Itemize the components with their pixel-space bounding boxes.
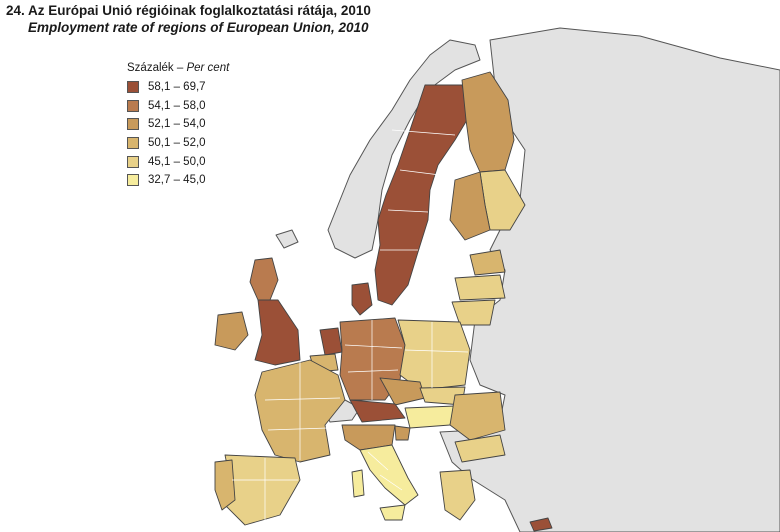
region-slovenia xyxy=(394,425,411,441)
region-bulgaria xyxy=(454,434,506,463)
region-sardinia xyxy=(351,469,365,498)
legend-title-hu: Százalék – xyxy=(127,62,187,74)
region-netherlands xyxy=(319,327,343,356)
legend-title-en: Per cent xyxy=(186,62,230,74)
legend-item: 58,1 – 69,7 xyxy=(127,78,229,97)
legend-label: 52,1 – 54,0 xyxy=(148,118,206,131)
legend-item: 52,1 – 54,0 xyxy=(127,115,229,134)
regional-borders-poland xyxy=(404,322,469,388)
region-sicily xyxy=(379,504,406,521)
region-denmark xyxy=(351,282,373,316)
legend-swatch xyxy=(127,155,139,168)
legend-swatch xyxy=(127,81,139,94)
legend-label: 58,1 – 69,7 xyxy=(148,81,206,94)
legend-label: 32,7 – 45,0 xyxy=(148,174,206,187)
legend-swatch xyxy=(127,118,139,131)
legend-label: 54,1 – 58,0 xyxy=(148,99,206,112)
legend-title: Százalék – Per cent xyxy=(127,62,229,74)
title-block: 24. Az Európai Unió régióinak foglalkozt… xyxy=(6,2,371,36)
region-romania xyxy=(449,391,506,441)
legend-label: 50,1 – 52,0 xyxy=(148,137,206,150)
regional-borders-france xyxy=(264,362,341,460)
region-hungary xyxy=(404,405,456,429)
legend-item: 32,7 – 45,0 xyxy=(127,171,229,190)
map-title: 24. Az Európai Unió régióinak foglalkozt… xyxy=(6,3,371,18)
region-spain xyxy=(224,454,301,526)
regional-borders-sweden xyxy=(380,129,456,251)
region-italy-south xyxy=(359,444,419,506)
legend-swatch xyxy=(127,99,139,112)
legend-label: 45,1 – 50,0 xyxy=(148,155,206,168)
region-uk-england xyxy=(254,299,301,366)
legend-item: 54,1 – 58,0 xyxy=(127,97,229,116)
regional-borders-germany xyxy=(344,320,403,400)
region-uk-scotland xyxy=(249,257,279,301)
non-eu-iceland xyxy=(275,229,299,249)
region-greece xyxy=(439,469,476,521)
legend-swatch xyxy=(127,137,139,150)
regional-borders-italy xyxy=(367,451,403,491)
regional-borders-spain xyxy=(232,458,298,522)
legend-swatch xyxy=(127,174,139,187)
legend-item: 45,1 – 50,0 xyxy=(127,152,229,171)
region-cyprus xyxy=(529,517,553,532)
region-finland-west xyxy=(449,171,491,241)
region-ireland xyxy=(214,311,249,351)
legend-item: 50,1 – 52,0 xyxy=(127,134,229,153)
map-subtitle: Employment rate of regions of European U… xyxy=(28,20,369,35)
region-estonia xyxy=(469,249,506,276)
region-poland xyxy=(397,319,471,391)
region-lithuania xyxy=(451,299,496,326)
region-austria xyxy=(349,399,406,423)
legend: Százalék – Per cent 58,1 – 69,7 54,1 – 5… xyxy=(127,62,229,190)
region-latvia xyxy=(454,274,506,301)
region-portugal xyxy=(214,459,236,511)
